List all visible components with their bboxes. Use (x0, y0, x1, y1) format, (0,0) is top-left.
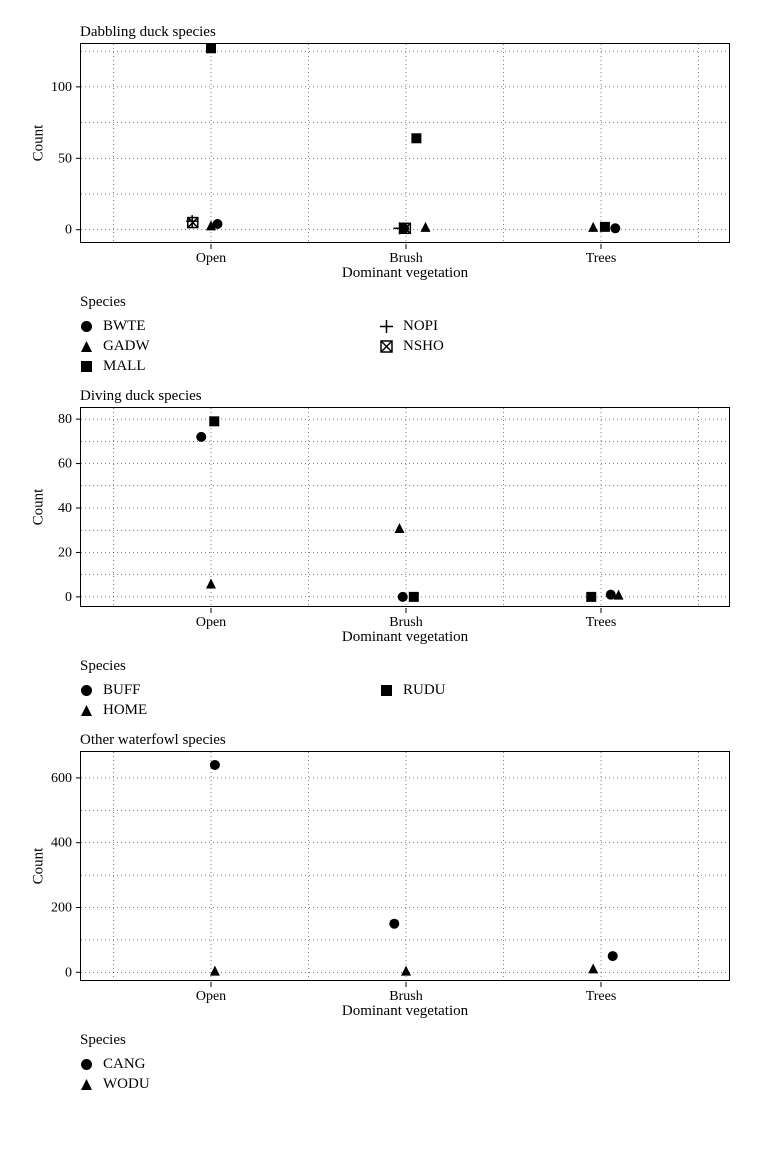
legend-item: RUDU (380, 682, 680, 699)
y-axis-label: Count (31, 125, 48, 162)
legend-label: CANG (103, 1056, 146, 1073)
legend-label: MALL (103, 358, 146, 375)
y-tick-label: 0 (65, 223, 72, 238)
legend-item: MALL (80, 358, 380, 375)
x-tick-label: Open (196, 615, 226, 630)
y-tick-label: 600 (51, 771, 72, 786)
x-tick-label: Brush (389, 615, 422, 630)
data-point (411, 133, 421, 143)
y-tick-label: 50 (58, 151, 72, 166)
legend-label: BUFF (103, 682, 141, 699)
y-tick-label: 60 (58, 457, 72, 472)
data-point (209, 416, 219, 426)
data-point (210, 966, 220, 976)
data-point (206, 43, 216, 53)
data-point (588, 222, 598, 232)
y-tick-label: 80 (58, 412, 72, 427)
plot-area: Count020406080OpenBrushTrees (80, 407, 730, 607)
x-tick-label: Trees (586, 989, 617, 1004)
x-tick-label: Trees (586, 251, 617, 266)
legend-title: Species (80, 1032, 753, 1049)
data-point (600, 222, 610, 232)
legend-label: NOPI (403, 318, 438, 335)
x-tick-label: Trees (586, 615, 617, 630)
x-tick-label: Brush (389, 989, 422, 1004)
legend-item: GADW (80, 338, 380, 355)
legend: BUFF HOME RUDU (80, 679, 720, 722)
data-point (610, 223, 620, 233)
legend-label: RUDU (403, 682, 446, 699)
legend-item: WODU (80, 1076, 380, 1093)
legend-item: BWTE (80, 318, 380, 335)
panel-title: Other waterfowl species (80, 732, 753, 749)
x-tick-label: Open (196, 251, 226, 266)
data-point (586, 592, 596, 602)
y-tick-label: 20 (58, 545, 72, 560)
legend-label: BWTE (103, 318, 146, 335)
chart-panel: Other waterfowl speciesCount0200400600Op… (20, 732, 753, 1096)
y-tick-label: 400 (51, 836, 72, 851)
legend-label: WODU (103, 1076, 150, 1093)
data-point (398, 592, 408, 602)
x-tick-label: Open (196, 989, 226, 1004)
legend-item: CANG (80, 1056, 380, 1073)
x-axis-label: Dominant vegetation (80, 629, 730, 646)
data-point (206, 579, 216, 589)
data-point (196, 432, 206, 442)
legend-item: NOPI (380, 318, 680, 335)
y-axis-label: Count (31, 489, 48, 526)
y-tick-label: 200 (51, 900, 72, 915)
data-point (608, 951, 618, 961)
x-axis-label: Dominant vegetation (80, 1003, 730, 1020)
chart-panel: Dabbling duck speciesCount050100OpenBrus… (20, 24, 753, 378)
data-point (606, 590, 616, 600)
legend-item: BUFF (80, 682, 380, 699)
panel-title: Diving duck species (80, 388, 753, 405)
chart-panel: Diving duck speciesCount020406080OpenBru… (20, 388, 753, 722)
legend-item: HOME (80, 702, 380, 719)
y-tick-label: 0 (65, 590, 72, 605)
legend: BWTE GADW MALL NOPI NSHO (80, 315, 720, 378)
data-point (395, 523, 405, 533)
plot-area: Count050100OpenBrushTrees (80, 43, 730, 243)
legend-label: NSHO (403, 338, 444, 355)
y-tick-label: 40 (58, 501, 72, 516)
data-point (401, 966, 411, 976)
legend-title: Species (80, 294, 753, 311)
chart-figure: Dabbling duck speciesCount050100OpenBrus… (20, 24, 753, 1096)
plot-area: Count0200400600OpenBrushTrees (80, 751, 730, 981)
legend-title: Species (80, 658, 753, 675)
data-point (421, 222, 431, 232)
legend-item: NSHO (380, 338, 680, 355)
data-point (409, 592, 419, 602)
panel-title: Dabbling duck species (80, 24, 753, 41)
legend: CANG WODU (80, 1053, 720, 1096)
y-axis-label: Count (31, 848, 48, 885)
x-axis-label: Dominant vegetation (80, 265, 730, 282)
legend-label: HOME (103, 702, 147, 719)
legend-label: GADW (103, 338, 150, 355)
y-tick-label: 0 (65, 965, 72, 980)
data-point (210, 760, 220, 770)
x-tick-label: Brush (389, 251, 422, 266)
data-point (588, 963, 598, 973)
data-point (389, 919, 399, 929)
y-tick-label: 100 (51, 80, 72, 95)
